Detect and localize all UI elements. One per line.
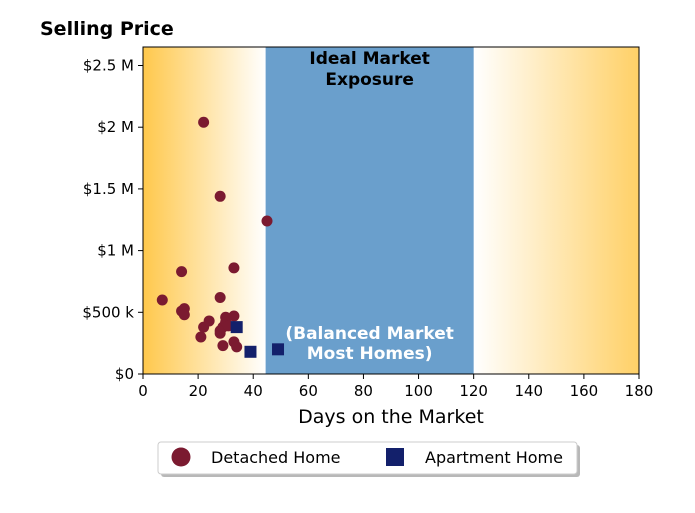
x-tick-label: 160 bbox=[570, 382, 599, 400]
detached-home-point bbox=[228, 310, 240, 322]
detached-home-point bbox=[231, 341, 243, 353]
y-tick-label: $1 M bbox=[97, 242, 134, 260]
legend: Detached Home Apartment Home bbox=[157, 441, 580, 477]
y-tick-label: $0 bbox=[115, 365, 134, 383]
y-tick-label: $1.5 M bbox=[83, 180, 134, 198]
data-points bbox=[156, 116, 285, 358]
detached-home-point bbox=[156, 294, 168, 306]
detached-home-point bbox=[195, 331, 207, 343]
x-tick-label: 140 bbox=[514, 382, 543, 400]
apartment-home-point bbox=[244, 345, 257, 358]
x-tick-label: 20 bbox=[189, 382, 208, 400]
apartment-home-point bbox=[230, 321, 243, 334]
x-tick-label: 60 bbox=[299, 382, 318, 400]
x-tick-label: 100 bbox=[404, 382, 433, 400]
x-axis-label: Days on the Market bbox=[298, 406, 484, 428]
detached-home-point bbox=[261, 215, 273, 227]
detached-home-point bbox=[228, 262, 240, 274]
y-tick-label: $500 k bbox=[82, 303, 134, 321]
legend-box bbox=[157, 441, 578, 475]
y-tick-label: $2.5 M bbox=[83, 57, 134, 75]
legend-detached-marker bbox=[171, 447, 191, 467]
ideal-zone-title-line2: Exposure bbox=[325, 70, 414, 90]
apartment-home-point bbox=[272, 343, 285, 356]
ideal-market-zone bbox=[265, 47, 474, 374]
detached-home-point bbox=[214, 291, 226, 303]
market-zones bbox=[143, 47, 639, 374]
legend-apartment-marker bbox=[386, 448, 404, 466]
detached-home-point bbox=[217, 340, 229, 352]
x-tick-label: 40 bbox=[244, 382, 263, 400]
y-tick-label: $2 M bbox=[97, 118, 134, 136]
x-tick-label: 0 bbox=[138, 382, 148, 400]
x-tick-label: 120 bbox=[459, 382, 488, 400]
legend-apartment-label: Apartment Home bbox=[425, 448, 563, 467]
plot-frame bbox=[142, 46, 640, 375]
axes: 0 20 40 60 80 100 120 140 160 180 $0 $500 k $1 M $1.5… bbox=[82, 46, 654, 400]
zone-labels: Ideal Market Exposure (Balanced Market M… bbox=[285, 49, 454, 364]
detached-home-point bbox=[176, 266, 188, 278]
detached-home-point bbox=[203, 315, 215, 327]
legend-detached-label: Detached Home bbox=[211, 448, 341, 467]
detached-home-point bbox=[178, 309, 190, 321]
slow-sale-zone bbox=[473, 47, 639, 374]
detached-home-point bbox=[214, 190, 226, 202]
ideal-zone-note-line1: (Balanced Market bbox=[285, 324, 454, 344]
x-tick-label: 180 bbox=[625, 382, 654, 400]
detached-home-point bbox=[198, 116, 210, 128]
y-axis-label: Selling Price bbox=[40, 18, 174, 40]
ideal-zone-note-line2: Most Homes) bbox=[307, 344, 433, 364]
ideal-zone-title-line1: Ideal Market bbox=[309, 49, 430, 69]
x-tick-label: 80 bbox=[354, 382, 373, 400]
